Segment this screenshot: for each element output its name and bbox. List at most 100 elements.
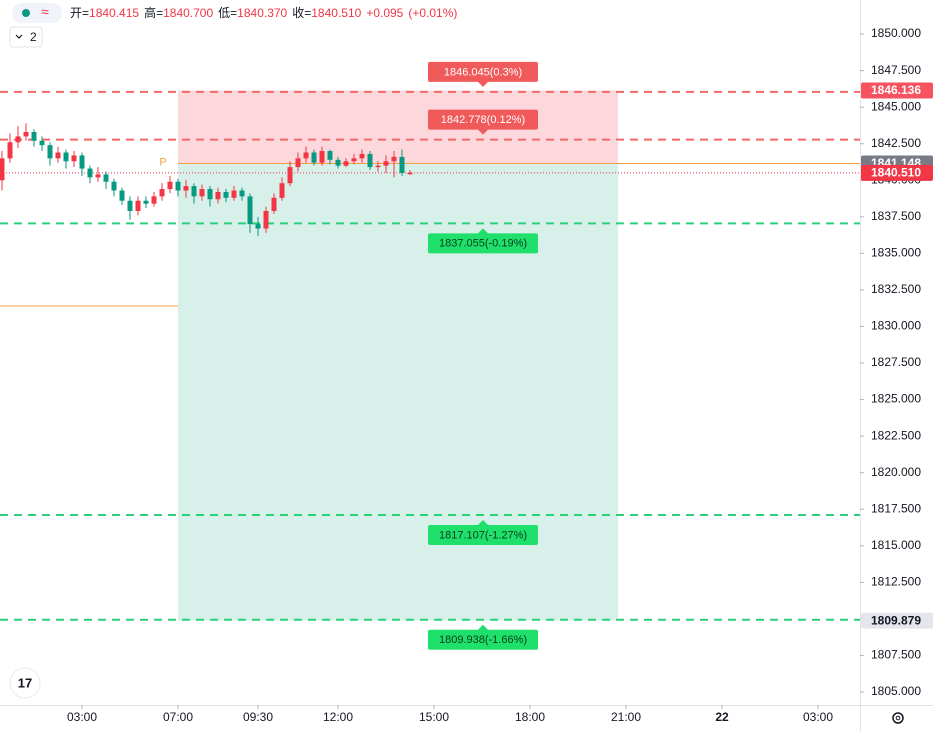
candle-body <box>191 186 197 197</box>
x-tick-label: 21:00 <box>611 710 641 724</box>
y-tick-label: 1835.000 <box>871 246 921 260</box>
candle-body <box>7 142 13 159</box>
y-tick-label: 1822.500 <box>871 428 921 442</box>
candle-body <box>175 181 181 191</box>
candle-body <box>239 190 245 197</box>
x-tick-label: 18:00 <box>515 710 545 724</box>
legend-value: 1840.700 <box>163 6 213 20</box>
level-label: 1809.938(-1.66%) <box>439 634 527 646</box>
candle-body <box>119 190 125 201</box>
y-tick-label: 1842.500 <box>871 136 921 150</box>
axes: 1805.0001807.5001810.0001812.5001815.000… <box>67 26 933 724</box>
level-label-bg <box>428 61 538 82</box>
x-tick-label: 09:30 <box>243 710 273 724</box>
y-tick-label: 1817.500 <box>871 501 921 515</box>
plot-area: P 1846.045(0.3%) 1842.778(0.12%) 1837.055(-… <box>0 61 860 650</box>
candle-body <box>55 152 61 159</box>
status-pill[interactable] <box>12 3 62 23</box>
y-tick-label: 1825.000 <box>871 392 921 406</box>
level-pointer <box>477 228 489 235</box>
gear-ring <box>892 712 904 724</box>
candle-body <box>375 165 381 168</box>
level-label: 1846.045(0.3%) <box>444 66 522 78</box>
candle-body <box>143 200 149 204</box>
candle-body <box>343 161 349 166</box>
candle-body <box>71 155 77 162</box>
legend-change: +0.095 <box>366 6 403 20</box>
y-tick-label: 1807.500 <box>871 648 921 662</box>
candle-body <box>47 145 53 159</box>
candle-body <box>199 189 205 197</box>
candle-body <box>215 191 221 200</box>
y-tick-label: 1830.000 <box>871 319 921 333</box>
indicator-toggle[interactable] <box>9 26 43 48</box>
candle-body <box>271 197 277 211</box>
chevron <box>15 34 23 39</box>
candle-body <box>399 156 405 173</box>
price-badge-label: 1840.510 <box>871 165 921 179</box>
indicator-count: 2 <box>30 30 37 44</box>
candle-body <box>327 151 333 160</box>
candle-body <box>263 210 269 229</box>
candle-body <box>231 190 237 198</box>
candle-body <box>335 159 341 166</box>
candle-body <box>167 181 173 190</box>
y-tick-label: 1815.000 <box>871 538 921 552</box>
y-tick-label: 1812.500 <box>871 575 921 589</box>
legend-label: 低= <box>218 6 237 20</box>
candle-body <box>23 132 29 137</box>
legend-label: 高= <box>144 5 163 20</box>
candle-body <box>223 191 229 198</box>
target-zone <box>178 163 618 621</box>
y-tick-label: 1847.500 <box>871 63 921 77</box>
legend-label: 开= <box>70 6 89 20</box>
level-label-bg <box>428 629 538 650</box>
y-tick-label: 1850.000 <box>871 26 921 40</box>
candle-body <box>279 183 285 198</box>
candle-body <box>207 189 213 200</box>
price-badge <box>861 164 933 181</box>
y-tick-label: 1837.500 <box>871 209 921 223</box>
y-tick-label: 1832.500 <box>871 282 921 296</box>
price-badge <box>861 82 933 99</box>
logo-bg[interactable] <box>9 667 41 699</box>
level-label: 1817.107(-1.27%) <box>439 529 527 541</box>
y-tick-label: 1845.000 <box>871 99 921 113</box>
level-label: 1842.778(0.12%) <box>441 114 525 126</box>
x-tick-label: 03:00 <box>803 710 833 724</box>
legend-value: 1840.510 <box>311 6 361 20</box>
candle-body <box>31 132 37 141</box>
price-badge-label: 1809.879 <box>871 613 921 627</box>
price-badge-label: 1846.136 <box>871 83 921 97</box>
y-tick-label: 1805.000 <box>871 684 921 698</box>
price-badge <box>861 612 933 629</box>
candle-body <box>303 152 309 159</box>
candle-body <box>351 158 357 162</box>
status-dot <box>22 9 30 17</box>
y-tick-label: 1820.000 <box>871 465 921 479</box>
settings-gear[interactable] <box>892 712 904 724</box>
x-tick-label: 15:00 <box>419 710 449 724</box>
candle-body <box>311 152 317 163</box>
level-pointer <box>477 624 489 631</box>
level-pointer <box>477 128 489 135</box>
level-pointer <box>477 80 489 87</box>
legend-change-pct: (+0.01%) <box>408 6 457 20</box>
legend-value: 1840.415 <box>89 6 139 20</box>
candle-body <box>255 224 261 229</box>
level-label-bg <box>428 524 538 545</box>
entry-marker: P <box>159 156 166 168</box>
candle-body <box>151 196 157 204</box>
level-pointer <box>477 519 489 526</box>
ohlc-legend: 开=1840.415 高=1840.700 低=1840.370 收=1840.510… <box>70 5 457 20</box>
x-tick-label: 03:00 <box>67 710 97 724</box>
candle-body <box>319 151 325 163</box>
candle-body <box>15 136 21 143</box>
candle-body <box>95 174 101 178</box>
candle-body <box>87 168 93 178</box>
level-label-bg <box>428 109 538 130</box>
candle-body <box>359 153 365 159</box>
level-label-bg <box>428 233 538 254</box>
